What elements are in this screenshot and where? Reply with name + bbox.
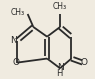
Text: CH₃: CH₃ xyxy=(11,8,25,17)
Text: O: O xyxy=(81,58,88,67)
Text: O: O xyxy=(12,58,19,67)
Text: H: H xyxy=(56,69,62,78)
Text: N: N xyxy=(57,63,64,72)
Text: N: N xyxy=(10,36,17,45)
Text: CH₃: CH₃ xyxy=(53,2,67,11)
